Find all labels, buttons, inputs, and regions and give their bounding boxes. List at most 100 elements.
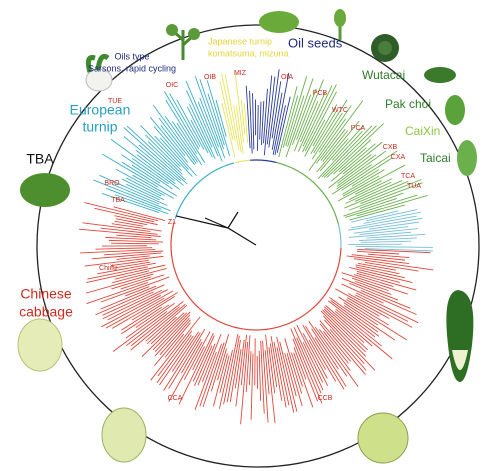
branch xyxy=(336,150,387,187)
branch xyxy=(285,78,314,158)
branch xyxy=(86,282,149,305)
branch xyxy=(331,125,364,161)
branch xyxy=(302,324,337,382)
branch xyxy=(268,69,280,148)
branch xyxy=(296,337,322,394)
branch xyxy=(112,268,167,284)
branch xyxy=(240,334,248,386)
branch xyxy=(361,240,412,243)
branch xyxy=(263,75,273,156)
branch xyxy=(262,340,269,423)
branch xyxy=(342,169,385,195)
branch xyxy=(354,280,392,295)
branch xyxy=(102,291,154,316)
plant-napa xyxy=(446,290,474,382)
group-label: Pak choi xyxy=(385,97,431,111)
branch xyxy=(101,153,159,188)
clade-arc xyxy=(174,162,235,219)
root-branch xyxy=(175,211,257,246)
branch xyxy=(176,122,198,155)
branch xyxy=(359,228,418,235)
branch xyxy=(351,254,406,261)
branch xyxy=(130,304,186,351)
branch xyxy=(150,312,185,345)
plant-caixin xyxy=(445,95,465,125)
branch xyxy=(273,341,287,408)
branch xyxy=(163,332,201,391)
branch xyxy=(235,339,245,407)
group-label: Taicai xyxy=(420,151,451,165)
branch xyxy=(125,177,162,197)
branch xyxy=(343,302,379,326)
branch xyxy=(325,305,373,347)
branch xyxy=(226,335,240,403)
branch xyxy=(121,161,178,197)
branch xyxy=(302,85,333,147)
branch xyxy=(367,253,410,259)
branch xyxy=(159,137,189,170)
branch xyxy=(293,327,324,391)
branch xyxy=(359,192,404,209)
branch xyxy=(338,147,367,173)
clade-code: WTC xyxy=(332,107,348,114)
branch xyxy=(157,330,193,377)
branch xyxy=(248,351,252,386)
branch xyxy=(149,116,189,163)
branch xyxy=(126,183,160,201)
branch xyxy=(319,323,351,362)
branch xyxy=(97,262,156,275)
branch xyxy=(168,341,203,402)
clade-code: TCA xyxy=(401,173,415,180)
branch xyxy=(84,202,159,222)
branch xyxy=(192,346,205,371)
branch xyxy=(265,334,276,424)
branch xyxy=(311,328,339,370)
branch xyxy=(80,249,156,254)
branch xyxy=(285,76,308,146)
branch xyxy=(329,297,379,333)
branch xyxy=(323,331,349,364)
branch xyxy=(359,237,417,241)
branch xyxy=(328,300,376,338)
branch xyxy=(356,270,400,283)
branch xyxy=(158,117,196,166)
tree xyxy=(78,69,434,425)
branch xyxy=(218,349,233,409)
branch xyxy=(114,215,158,226)
group-label: Sarsons, rapid cycling xyxy=(88,63,176,73)
branch xyxy=(266,76,276,145)
branch xyxy=(165,99,206,164)
branch xyxy=(353,258,434,271)
branch xyxy=(260,340,265,414)
branch xyxy=(101,295,161,328)
branch xyxy=(140,125,181,167)
plant-mizuna xyxy=(259,11,299,33)
branch xyxy=(183,331,211,380)
clade-arc xyxy=(276,161,340,225)
branch xyxy=(263,88,268,144)
branch xyxy=(145,134,182,172)
branch xyxy=(116,255,150,260)
branch xyxy=(343,197,398,217)
branch xyxy=(219,80,234,140)
clade-code: CCA xyxy=(168,395,183,402)
branch xyxy=(107,289,168,321)
branch xyxy=(121,296,175,331)
branch xyxy=(354,180,382,195)
branch xyxy=(313,99,348,154)
branch xyxy=(82,222,151,232)
clade-code: OIB xyxy=(204,74,216,81)
branch xyxy=(349,204,405,221)
branch xyxy=(264,350,270,395)
branch xyxy=(93,179,171,212)
branch xyxy=(351,169,380,187)
plant-images xyxy=(17,9,477,464)
plant-cabbage xyxy=(17,318,63,372)
branch xyxy=(202,342,225,408)
group-label: cabbage xyxy=(19,304,73,320)
branch xyxy=(322,130,349,162)
branch xyxy=(123,136,184,186)
branch xyxy=(250,353,254,420)
branch xyxy=(360,289,417,315)
